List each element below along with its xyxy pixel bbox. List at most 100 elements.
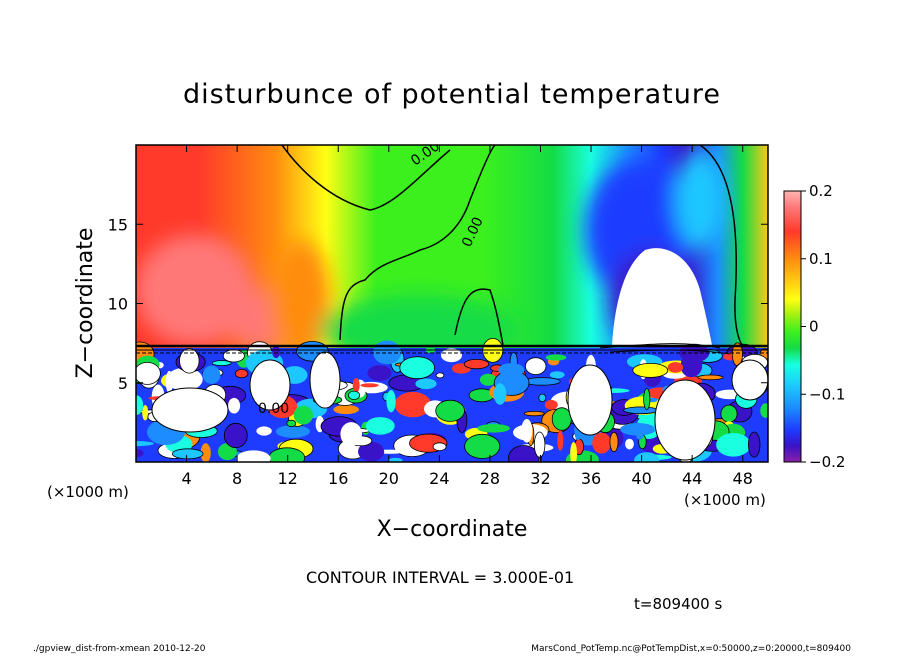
white-region — [731, 359, 768, 401]
x-unit-label-right: (×1000 m) — [684, 491, 766, 509]
turbulence-blob — [748, 431, 761, 458]
turbulence-blob — [463, 358, 490, 370]
turbulence-blob — [256, 426, 272, 436]
y-axis: 5 10 15 — [108, 215, 768, 393]
y-tick-label: 5 — [118, 374, 128, 393]
turbulence-blob — [479, 373, 497, 386]
turbulence-blob — [549, 371, 565, 379]
turbulence-blob — [202, 365, 221, 384]
turbulence-blob — [340, 422, 363, 447]
turbulence-blob — [545, 354, 567, 361]
turbulence-blob — [360, 383, 379, 388]
turbulence-blob — [525, 357, 547, 376]
white-region — [567, 364, 613, 436]
x-tick-label: 32 — [530, 469, 550, 488]
turbulence-blob — [347, 390, 361, 400]
turbulence-blob — [716, 433, 751, 457]
turbulence-blob — [435, 372, 445, 379]
turbulence-blob — [632, 362, 669, 378]
turbulence-blob — [521, 419, 533, 443]
turbulence-blob — [432, 442, 447, 452]
upper-zero-contour — [281, 145, 746, 349]
x-tick-label: 24 — [429, 469, 449, 488]
x-unit-label-left: (×1000 m) — [47, 483, 129, 501]
turbulence-blob — [388, 457, 403, 462]
turbulence-blob — [538, 393, 547, 403]
turbulence-blob — [286, 419, 297, 428]
y-tick-label: 10 — [108, 295, 128, 314]
turbulence-blob — [464, 433, 501, 459]
turbulence-blob — [523, 377, 561, 386]
turbulence-blob — [352, 378, 360, 393]
colorbar-ticks: 0.2 0.1 0 −0.1 −0.2 — [801, 182, 845, 471]
white-region — [654, 379, 716, 461]
turbulence-blob — [136, 441, 154, 447]
turbulence-blob — [557, 430, 564, 451]
colorbar: 0.2 0.1 0 −0.1 −0.2 — [783, 182, 845, 471]
footer-right: MarsCond_PotTemp.nc@PotTempDist,x=0:5000… — [531, 644, 851, 654]
white-region — [249, 359, 291, 411]
turbulence-blob — [435, 399, 465, 422]
white-region — [309, 351, 341, 409]
turbulence-blob — [508, 445, 540, 462]
turbulence-blob — [634, 452, 660, 462]
x-tick-label: 44 — [682, 469, 702, 488]
x-tick-label: 8 — [232, 469, 242, 488]
turbulence-blob — [570, 442, 577, 462]
x-tick-label: 4 — [181, 469, 191, 488]
turbulence-blob — [493, 383, 507, 405]
turbulence-blob — [236, 450, 271, 462]
turbulence-blob — [697, 374, 724, 381]
colorbar-tick-label: −0.2 — [809, 453, 845, 471]
turbulence-blob — [760, 403, 768, 418]
turbulence-blob — [609, 431, 619, 453]
turbulence-blob — [551, 407, 572, 431]
turbulence-blob — [441, 348, 462, 363]
colorbar-tick-label: 0.2 — [809, 182, 833, 200]
turbulence-blob — [720, 404, 738, 423]
turbulence-blob — [272, 345, 281, 359]
turbulence-blob — [333, 404, 360, 415]
turbulence-blob — [533, 431, 546, 458]
time-text: t=809400 s — [634, 595, 722, 613]
turbulence-blob — [544, 399, 558, 410]
turbulence-blob — [636, 433, 644, 440]
colorbar-tick-label: −0.1 — [809, 385, 845, 403]
turbulence-blob — [223, 422, 248, 449]
turbulence-blob — [643, 388, 651, 410]
x-tick-label: 20 — [379, 469, 399, 488]
contour-label-3: 0.00 — [258, 401, 289, 417]
x-axis-label: X−coordinate — [377, 517, 528, 542]
chart-title: disturbunce of potential temperature — [183, 79, 721, 110]
plot-area: 0.00 0.00 0.00 — [136, 145, 768, 462]
x-tick-label: 40 — [631, 469, 651, 488]
turbulence-blob — [477, 424, 510, 433]
x-tick-label: 12 — [278, 469, 298, 488]
turbulence-blob — [136, 448, 144, 458]
white-region — [151, 387, 229, 433]
turbulence-blob — [234, 368, 249, 379]
turbulence-blob — [367, 365, 392, 381]
turbulence-blob — [358, 441, 385, 462]
colorbar-tick-label: 0 — [809, 318, 819, 336]
colorbar-scale — [783, 190, 802, 463]
y-tick-label: 15 — [108, 215, 128, 234]
turbulence-blob — [275, 425, 310, 438]
turbulence-blob — [222, 349, 245, 363]
upper-white-plume — [612, 248, 712, 345]
turbulence-blob — [592, 432, 611, 454]
x-tick-label: 48 — [733, 469, 753, 488]
colorbar-tick-label: 0.1 — [809, 250, 833, 268]
x-tick-label: 36 — [581, 469, 601, 488]
x-tick-label: 28 — [480, 469, 500, 488]
turbulence-blob — [523, 410, 545, 417]
turbulence-blob — [620, 423, 656, 436]
turbulence-blob — [498, 363, 525, 377]
turbulence-blob — [268, 447, 306, 462]
turbulence-blob — [667, 362, 684, 373]
turbulence-blob — [399, 356, 436, 380]
boundary-layer-contours — [136, 343, 768, 355]
footer-left: ./gpview_dist-from-xmean 2010-12-20 — [33, 644, 206, 654]
turbulence-blob — [211, 360, 232, 367]
